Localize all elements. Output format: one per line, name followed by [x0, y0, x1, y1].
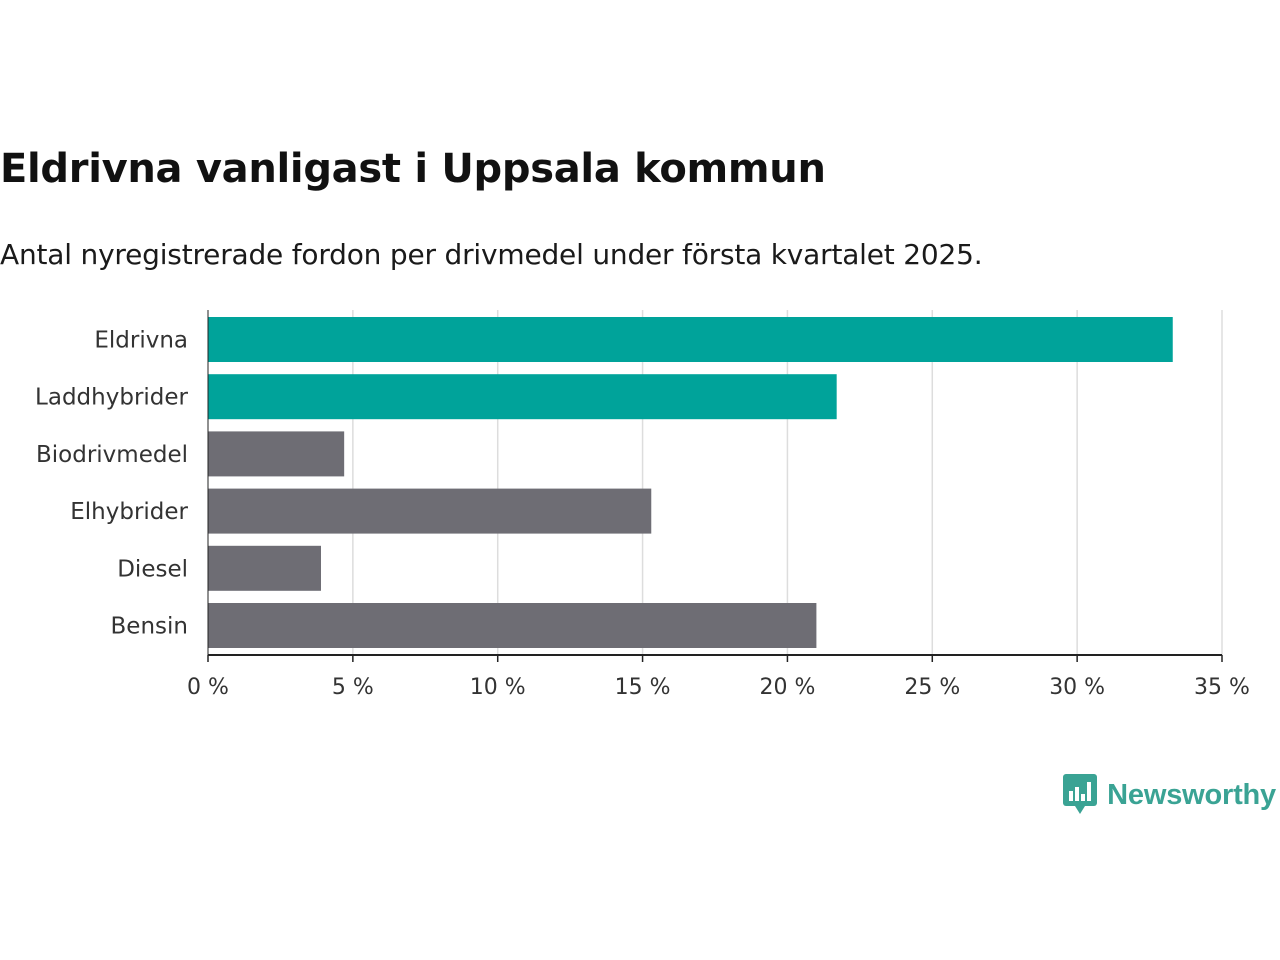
x-tick-label: 25 %: [904, 675, 960, 700]
category-label: Biodrivmedel: [36, 442, 188, 468]
bar-chart: Eldrivna Laddhybrider Biodrivmedel Elhybrid…: [35, 310, 1250, 700]
category-label: Bensin: [111, 614, 188, 640]
bar-elhybrider: [208, 488, 652, 534]
bar-diesel: [208, 545, 321, 591]
category-label: Eldrivna: [94, 328, 188, 354]
newsworthy-logo-icon: [1063, 774, 1098, 814]
x-tick-label: 20 %: [759, 675, 815, 700]
chart-title: Eldrivna vanligast i Uppsala kommun: [0, 146, 826, 192]
category-labels: Eldrivna Laddhybrider Biodrivmedel Elhybrid…: [35, 328, 188, 640]
brand-name: Newsworthy: [1107, 778, 1276, 811]
brand-logo: Newsworthy: [1063, 774, 1276, 816]
category-label: Elhybrider: [70, 499, 188, 525]
grid-lines: [352, 310, 1223, 655]
bar-bensin: [208, 603, 817, 648]
x-axis: 0 % 5 % 10 % 15 % 20 % 25 % 30 % 35 %: [187, 310, 1250, 700]
bar-eldrivna: [208, 317, 1173, 362]
x-tick-label: 10 %: [470, 675, 526, 700]
bar-laddhybrider: [208, 374, 837, 420]
x-tick-label: 15 %: [615, 675, 671, 700]
bars: [208, 317, 1173, 648]
x-tick-label: 35 %: [1194, 675, 1250, 700]
x-tick-label: 5 %: [332, 675, 374, 700]
category-label: Diesel: [117, 556, 188, 582]
category-label: Laddhybrider: [35, 385, 188, 411]
bar-biodrivmedel: [208, 431, 345, 477]
chart-subtitle: Antal nyregistrerade fordon per drivmede…: [0, 238, 983, 271]
x-tick-label: 0 %: [187, 675, 229, 700]
x-tick-label: 30 %: [1049, 675, 1105, 700]
